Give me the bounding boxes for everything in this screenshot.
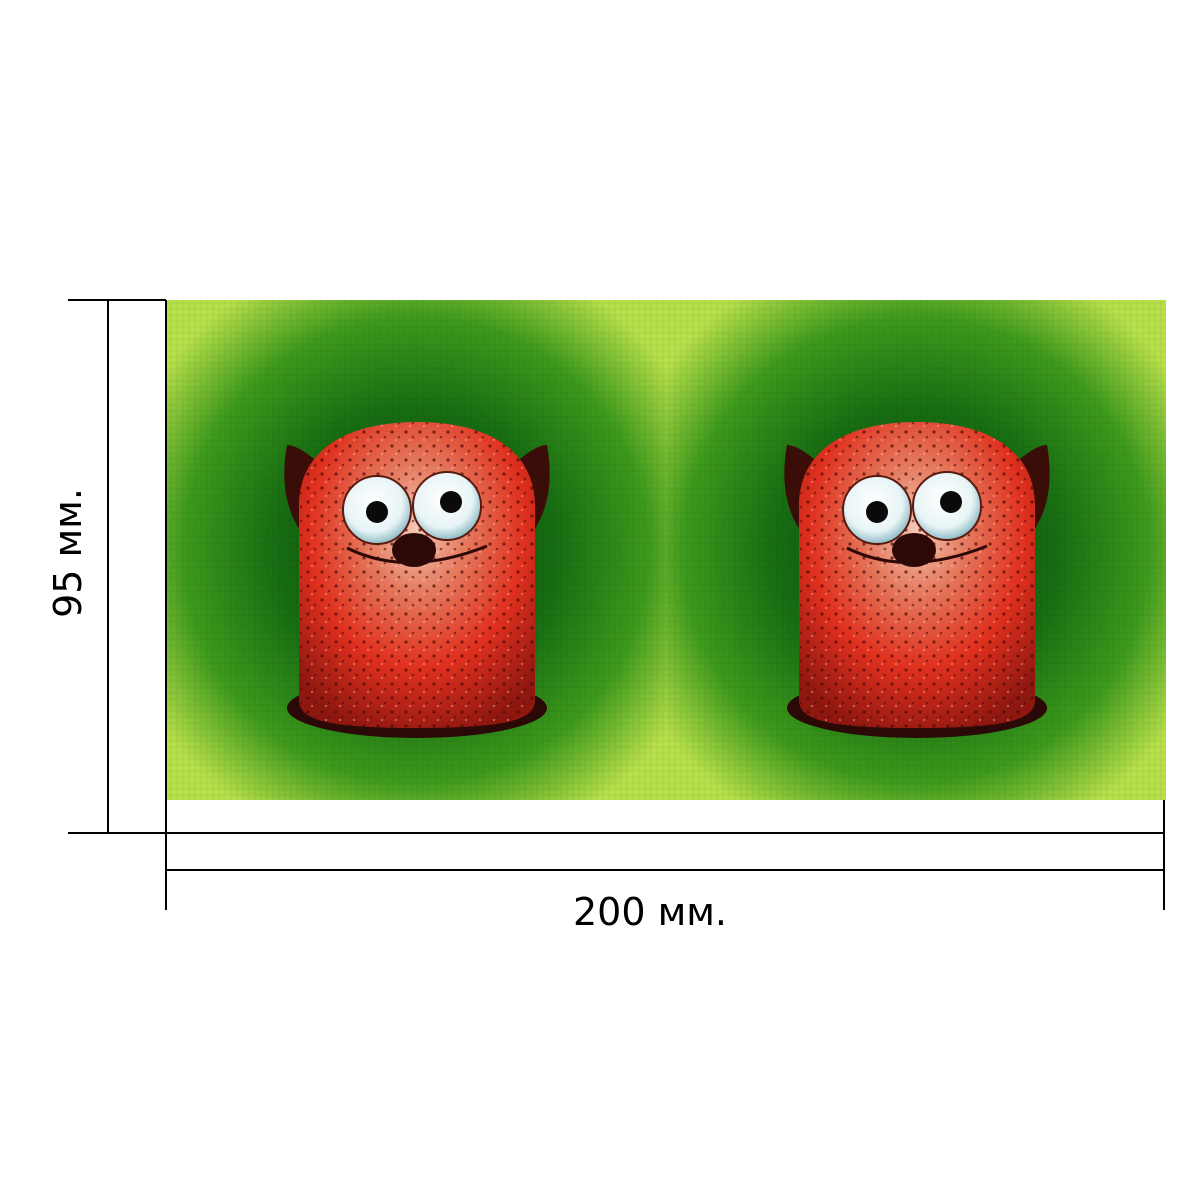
print-panel-right — [666, 300, 1166, 800]
width-label: 200 мм. — [572, 890, 728, 934]
monster-illustration-left — [282, 420, 552, 740]
height-dimension — [68, 299, 167, 834]
height-label: 95 мм. — [46, 488, 90, 618]
print-panel-left — [166, 300, 666, 800]
monster-illustration-right — [782, 420, 1052, 740]
width-dimension — [165, 800, 1165, 910]
